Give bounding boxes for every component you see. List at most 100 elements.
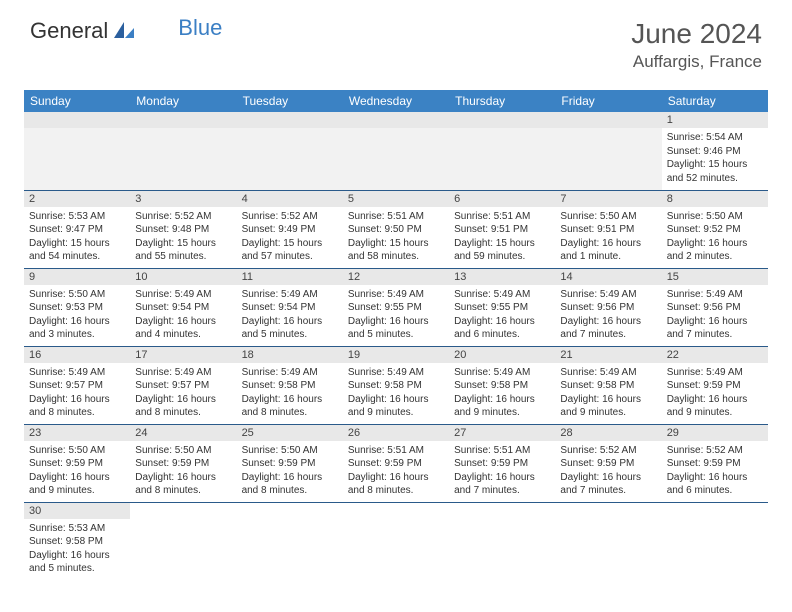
calendar-cell: [237, 112, 343, 190]
title-block: June 2024 Auffargis, France: [631, 18, 762, 72]
day-number: 15: [662, 269, 768, 285]
calendar-cell: 21Sunrise: 5:49 AMSunset: 9:58 PMDayligh…: [555, 346, 661, 424]
day-number: 30: [24, 503, 130, 519]
calendar-cell: 13Sunrise: 5:49 AMSunset: 9:55 PMDayligh…: [449, 268, 555, 346]
calendar-cell: 11Sunrise: 5:49 AMSunset: 9:54 PMDayligh…: [237, 268, 343, 346]
weekday-header: Sunday: [24, 90, 130, 112]
day-details: Sunrise: 5:54 AMSunset: 9:46 PMDaylight:…: [662, 128, 768, 189]
header: General Blue June 2024 Auffargis, France: [0, 0, 792, 82]
calendar-week-row: 16Sunrise: 5:49 AMSunset: 9:57 PMDayligh…: [24, 346, 768, 424]
calendar-cell: 17Sunrise: 5:49 AMSunset: 9:57 PMDayligh…: [130, 346, 236, 424]
day-number: 5: [343, 191, 449, 207]
calendar-cell: [449, 112, 555, 190]
day-details: Sunrise: 5:52 AMSunset: 9:59 PMDaylight:…: [662, 441, 768, 502]
calendar-cell: 28Sunrise: 5:52 AMSunset: 9:59 PMDayligh…: [555, 424, 661, 502]
calendar-cell: 8Sunrise: 5:50 AMSunset: 9:52 PMDaylight…: [662, 190, 768, 268]
day-number: 25: [237, 425, 343, 441]
brand-logo: General Blue: [30, 18, 222, 44]
day-details: Sunrise: 5:49 AMSunset: 9:56 PMDaylight:…: [662, 285, 768, 346]
weekday-header: Thursday: [449, 90, 555, 112]
day-details: Sunrise: 5:49 AMSunset: 9:55 PMDaylight:…: [343, 285, 449, 346]
calendar-cell: 7Sunrise: 5:50 AMSunset: 9:51 PMDaylight…: [555, 190, 661, 268]
day-details: Sunrise: 5:51 AMSunset: 9:59 PMDaylight:…: [449, 441, 555, 502]
calendar-cell: 18Sunrise: 5:49 AMSunset: 9:58 PMDayligh…: [237, 346, 343, 424]
day-details: Sunrise: 5:49 AMSunset: 9:57 PMDaylight:…: [24, 363, 130, 424]
calendar-cell: [24, 112, 130, 190]
day-details: Sunrise: 5:49 AMSunset: 9:58 PMDaylight:…: [343, 363, 449, 424]
day-number: 7: [555, 191, 661, 207]
calendar-table: SundayMondayTuesdayWednesdayThursdayFrid…: [24, 90, 768, 580]
day-details: Sunrise: 5:49 AMSunset: 9:57 PMDaylight:…: [130, 363, 236, 424]
day-details: Sunrise: 5:49 AMSunset: 9:58 PMDaylight:…: [237, 363, 343, 424]
calendar-week-row: 9Sunrise: 5:50 AMSunset: 9:53 PMDaylight…: [24, 268, 768, 346]
calendar-cell: [449, 502, 555, 580]
calendar-cell: 3Sunrise: 5:52 AMSunset: 9:48 PMDaylight…: [130, 190, 236, 268]
calendar-cell: 25Sunrise: 5:50 AMSunset: 9:59 PMDayligh…: [237, 424, 343, 502]
day-number: 3: [130, 191, 236, 207]
calendar-cell: 27Sunrise: 5:51 AMSunset: 9:59 PMDayligh…: [449, 424, 555, 502]
calendar-cell: 9Sunrise: 5:50 AMSunset: 9:53 PMDaylight…: [24, 268, 130, 346]
calendar-cell: 14Sunrise: 5:49 AMSunset: 9:56 PMDayligh…: [555, 268, 661, 346]
calendar-cell: [343, 502, 449, 580]
calendar-cell: 6Sunrise: 5:51 AMSunset: 9:51 PMDaylight…: [449, 190, 555, 268]
calendar-cell: 26Sunrise: 5:51 AMSunset: 9:59 PMDayligh…: [343, 424, 449, 502]
calendar-cell: 19Sunrise: 5:49 AMSunset: 9:58 PMDayligh…: [343, 346, 449, 424]
day-number: 23: [24, 425, 130, 441]
calendar-cell: 24Sunrise: 5:50 AMSunset: 9:59 PMDayligh…: [130, 424, 236, 502]
calendar-week-row: 2Sunrise: 5:53 AMSunset: 9:47 PMDaylight…: [24, 190, 768, 268]
day-details: Sunrise: 5:51 AMSunset: 9:50 PMDaylight:…: [343, 207, 449, 268]
day-details: Sunrise: 5:49 AMSunset: 9:59 PMDaylight:…: [662, 363, 768, 424]
weekday-header: Friday: [555, 90, 661, 112]
day-number: 20: [449, 347, 555, 363]
day-details: Sunrise: 5:53 AMSunset: 9:47 PMDaylight:…: [24, 207, 130, 268]
day-details: Sunrise: 5:52 AMSunset: 9:49 PMDaylight:…: [237, 207, 343, 268]
calendar-cell: 30Sunrise: 5:53 AMSunset: 9:58 PMDayligh…: [24, 502, 130, 580]
calendar-cell: 22Sunrise: 5:49 AMSunset: 9:59 PMDayligh…: [662, 346, 768, 424]
day-details: Sunrise: 5:50 AMSunset: 9:53 PMDaylight:…: [24, 285, 130, 346]
day-details: Sunrise: 5:50 AMSunset: 9:51 PMDaylight:…: [555, 207, 661, 268]
day-number: 12: [343, 269, 449, 285]
brand-part1: General: [30, 18, 108, 44]
day-number: 10: [130, 269, 236, 285]
calendar-cell: 29Sunrise: 5:52 AMSunset: 9:59 PMDayligh…: [662, 424, 768, 502]
day-number: 6: [449, 191, 555, 207]
day-number: 26: [343, 425, 449, 441]
calendar-cell: [130, 112, 236, 190]
calendar-cell: [130, 502, 236, 580]
day-number: 8: [662, 191, 768, 207]
day-details: Sunrise: 5:50 AMSunset: 9:59 PMDaylight:…: [237, 441, 343, 502]
calendar-cell: 15Sunrise: 5:49 AMSunset: 9:56 PMDayligh…: [662, 268, 768, 346]
day-details: Sunrise: 5:49 AMSunset: 9:54 PMDaylight:…: [237, 285, 343, 346]
day-number: 19: [343, 347, 449, 363]
calendar-cell: 5Sunrise: 5:51 AMSunset: 9:50 PMDaylight…: [343, 190, 449, 268]
calendar-cell: [343, 112, 449, 190]
day-details: Sunrise: 5:49 AMSunset: 9:58 PMDaylight:…: [555, 363, 661, 424]
location-label: Auffargis, France: [631, 52, 762, 72]
day-details: Sunrise: 5:50 AMSunset: 9:52 PMDaylight:…: [662, 207, 768, 268]
day-number: 9: [24, 269, 130, 285]
day-details: Sunrise: 5:49 AMSunset: 9:55 PMDaylight:…: [449, 285, 555, 346]
weekday-header: Tuesday: [237, 90, 343, 112]
calendar-body: 1Sunrise: 5:54 AMSunset: 9:46 PMDaylight…: [24, 112, 768, 580]
calendar-cell: 2Sunrise: 5:53 AMSunset: 9:47 PMDaylight…: [24, 190, 130, 268]
day-number: 16: [24, 347, 130, 363]
day-details: Sunrise: 5:51 AMSunset: 9:59 PMDaylight:…: [343, 441, 449, 502]
calendar-week-row: 1Sunrise: 5:54 AMSunset: 9:46 PMDaylight…: [24, 112, 768, 190]
calendar-cell: 12Sunrise: 5:49 AMSunset: 9:55 PMDayligh…: [343, 268, 449, 346]
calendar-cell: [555, 112, 661, 190]
calendar-cell: 20Sunrise: 5:49 AMSunset: 9:58 PMDayligh…: [449, 346, 555, 424]
day-details: Sunrise: 5:52 AMSunset: 9:48 PMDaylight:…: [130, 207, 236, 268]
calendar-week-row: 30Sunrise: 5:53 AMSunset: 9:58 PMDayligh…: [24, 502, 768, 580]
calendar-cell: 10Sunrise: 5:49 AMSunset: 9:54 PMDayligh…: [130, 268, 236, 346]
day-number: 2: [24, 191, 130, 207]
day-number: 4: [237, 191, 343, 207]
day-details: Sunrise: 5:52 AMSunset: 9:59 PMDaylight:…: [555, 441, 661, 502]
weekday-header: Wednesday: [343, 90, 449, 112]
calendar-cell: 1Sunrise: 5:54 AMSunset: 9:46 PMDaylight…: [662, 112, 768, 190]
day-number: 24: [130, 425, 236, 441]
calendar-cell: 16Sunrise: 5:49 AMSunset: 9:57 PMDayligh…: [24, 346, 130, 424]
day-number: 1: [662, 112, 768, 128]
day-details: Sunrise: 5:50 AMSunset: 9:59 PMDaylight:…: [130, 441, 236, 502]
day-number: 13: [449, 269, 555, 285]
calendar-cell: [662, 502, 768, 580]
